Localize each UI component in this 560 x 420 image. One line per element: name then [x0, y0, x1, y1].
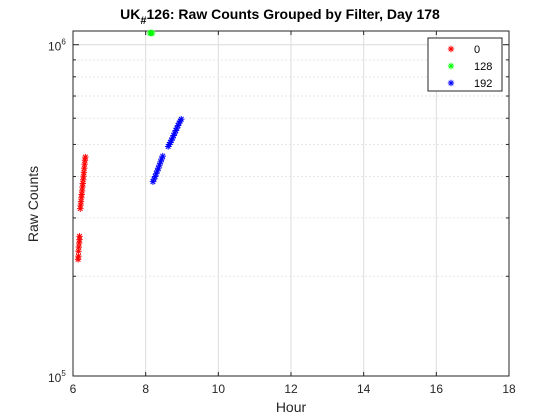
x-axis-ticks: 6 8 10 12 14 16 18: [70, 31, 516, 396]
legend-marker-128: [447, 62, 455, 70]
y-tick-label: 106: [48, 38, 66, 54]
x-tick-label: 8: [142, 382, 149, 396]
data-point: [75, 248, 82, 255]
legend-marker-192: [447, 79, 455, 87]
y-tick-label: 105: [48, 369, 66, 385]
x-tick-label: 18: [502, 382, 516, 396]
x-tick-label: 14: [357, 382, 371, 396]
data-point: [82, 153, 89, 161]
series-0: [74, 153, 89, 263]
legend-label-128: 128: [474, 61, 492, 73]
data-points: [74, 29, 185, 263]
y-axis-label: Raw Counts: [25, 166, 41, 242]
x-tick-label: 6: [70, 382, 77, 396]
chart-title: UK#126: Raw Counts Grouped by Filter, Da…: [120, 6, 440, 27]
data-point: [76, 233, 83, 240]
series-192: [149, 115, 185, 185]
data-point: [149, 29, 156, 37]
data-point: [78, 191, 85, 198]
y-axis-ticks: 105 106: [48, 30, 509, 385]
x-tick-label: 12: [284, 382, 298, 396]
legend-label-0: 0: [474, 44, 480, 56]
data-point: [159, 152, 166, 160]
x-tick-label: 10: [212, 382, 226, 396]
legend-marker-0: [447, 45, 455, 53]
data-point: [178, 115, 185, 123]
x-axis-label: Hour: [276, 399, 307, 415]
legend-box: [427, 37, 503, 92]
legend: 0 128 192: [427, 37, 503, 92]
data-point: [169, 134, 176, 142]
x-tick-label: 16: [430, 382, 444, 396]
series-128: [146, 29, 156, 37]
legend-label-192: 192: [474, 78, 492, 90]
